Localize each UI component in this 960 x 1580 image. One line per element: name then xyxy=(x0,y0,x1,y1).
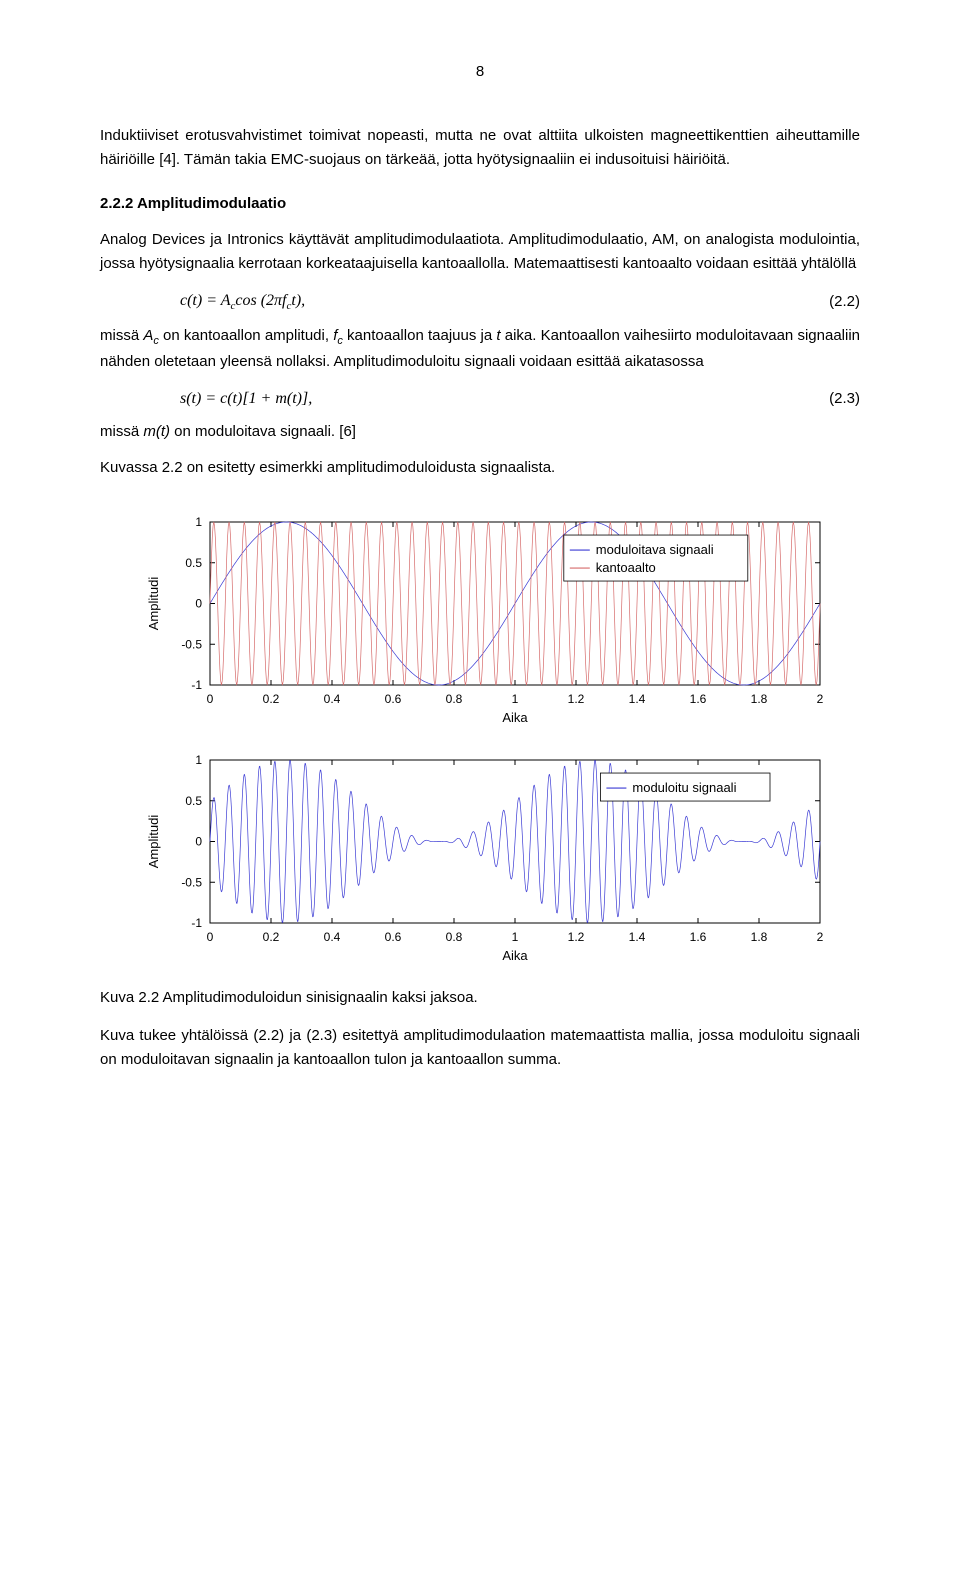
p2-b: on kantoaallon amplitudi, xyxy=(159,327,333,344)
chart-2: 0 0.2 0.4 0.6 0.8 1 1.2 1.4 1.6 1.8 2 -1 -0.5 0 0.5 1 Ai… xyxy=(140,748,840,968)
p3-a: missä xyxy=(100,423,143,440)
svg-text:0: 0 xyxy=(195,596,202,610)
svg-text:0.2: 0.2 xyxy=(263,930,280,944)
page-number: 8 xyxy=(100,60,860,84)
svg-text:Aika: Aika xyxy=(502,948,528,963)
svg-text:moduloitu signaali: moduloitu signaali xyxy=(632,780,736,795)
section-heading: 2.2.2 Amplitudimodulaatio xyxy=(100,192,860,216)
svg-text:1: 1 xyxy=(195,515,202,529)
symbol-Ac: Ac xyxy=(143,327,159,344)
svg-text:0: 0 xyxy=(207,692,214,706)
paragraph-2: missä Ac on kantoaallon amplitudi, fc ka… xyxy=(100,324,860,375)
figure-caption: Kuva 2.2 Amplitudimoduloidun sinisignaal… xyxy=(100,986,860,1010)
svg-text:0.5: 0.5 xyxy=(185,794,202,808)
equation-2-2-number: (2.2) xyxy=(829,290,860,314)
svg-text:kantoaalto: kantoaalto xyxy=(596,560,656,575)
svg-text:0.6: 0.6 xyxy=(385,930,402,944)
svg-text:0.2: 0.2 xyxy=(263,692,280,706)
svg-text:1.4: 1.4 xyxy=(629,930,646,944)
equation-2-2-row: c(t) = Accos (2πfct), (2.2) xyxy=(180,288,860,316)
svg-text:0: 0 xyxy=(195,834,202,848)
paragraph-1: Analog Devices ja Intronics käyttävät am… xyxy=(100,228,860,276)
svg-text:-0.5: -0.5 xyxy=(181,875,202,889)
equation-2-2: c(t) = Accos (2πfct), xyxy=(180,288,305,316)
svg-text:0.6: 0.6 xyxy=(385,692,402,706)
svg-text:1.2: 1.2 xyxy=(568,930,585,944)
svg-text:2: 2 xyxy=(817,692,824,706)
svg-text:Amplitudi: Amplitudi xyxy=(146,815,161,869)
svg-text:0.8: 0.8 xyxy=(446,930,463,944)
svg-text:1.4: 1.4 xyxy=(629,692,646,706)
svg-text:1.6: 1.6 xyxy=(690,692,707,706)
chart-1: 0 0.2 0.4 0.6 0.8 1 1.2 1.4 1.6 1.8 2 -1 -0.5 0 0.5 1 Ai… xyxy=(140,510,840,730)
svg-text:-1: -1 xyxy=(191,916,202,930)
symbol-fc: fc xyxy=(333,327,343,344)
svg-text:1.6: 1.6 xyxy=(690,930,707,944)
equation-2-3-row: s(t) = c(t)[1 + m(t)], (2.3) xyxy=(180,386,860,412)
paragraph-3: missä m(t) on moduloitava signaali. [6] xyxy=(100,420,860,444)
paragraph-5: Kuva tukee yhtälöissä (2.2) ja (2.3) esi… xyxy=(100,1024,860,1072)
svg-text:1: 1 xyxy=(512,930,519,944)
p2-a: missä xyxy=(100,327,143,344)
p2-c: kantoaallon taajuus ja xyxy=(343,327,497,344)
svg-text:0.5: 0.5 xyxy=(185,556,202,570)
svg-text:0.4: 0.4 xyxy=(324,930,341,944)
svg-text:moduloitava signaali: moduloitava signaali xyxy=(596,542,714,557)
svg-text:0.8: 0.8 xyxy=(446,692,463,706)
paragraph-4: Kuvassa 2.2 on esitetty esimerkki amplit… xyxy=(100,456,860,480)
svg-text:-0.5: -0.5 xyxy=(181,637,202,651)
p3-b: on moduloitava signaali. [6] xyxy=(170,423,356,440)
svg-text:1.8: 1.8 xyxy=(751,692,768,706)
svg-text:1.8: 1.8 xyxy=(751,930,768,944)
chart-1-container: 0 0.2 0.4 0.6 0.8 1 1.2 1.4 1.6 1.8 2 -1 -0.5 0 0.5 1 Ai… xyxy=(140,510,860,738)
svg-text:Aika: Aika xyxy=(502,710,528,725)
svg-text:Amplitudi: Amplitudi xyxy=(146,577,161,631)
equation-2-3-number: (2.3) xyxy=(829,387,860,411)
svg-text:2: 2 xyxy=(817,930,824,944)
intro-paragraph: Induktiiviset erotusvahvistimet toimivat… xyxy=(100,124,860,172)
svg-text:1: 1 xyxy=(512,692,519,706)
equation-2-3: s(t) = c(t)[1 + m(t)], xyxy=(180,386,312,412)
svg-text:0: 0 xyxy=(207,930,214,944)
svg-text:1.2: 1.2 xyxy=(568,692,585,706)
svg-text:-1: -1 xyxy=(191,678,202,692)
chart-2-container: 0 0.2 0.4 0.6 0.8 1 1.2 1.4 1.6 1.8 2 -1 -0.5 0 0.5 1 Ai… xyxy=(140,748,860,976)
svg-text:0.4: 0.4 xyxy=(324,692,341,706)
symbol-mt: m(t) xyxy=(143,423,170,440)
svg-text:1: 1 xyxy=(195,753,202,767)
